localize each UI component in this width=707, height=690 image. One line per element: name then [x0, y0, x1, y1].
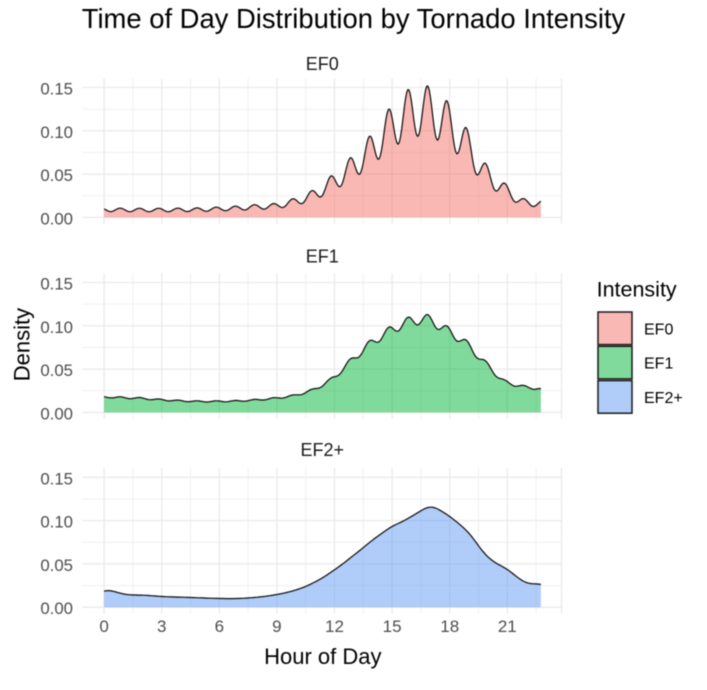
svg-text:Time of Day Distribution by To: Time of Day Distribution by Tornado Inte…	[82, 3, 626, 34]
svg-text:6: 6	[215, 617, 224, 636]
svg-text:0.00: 0.00	[40, 209, 73, 228]
svg-text:Intensity: Intensity	[597, 277, 677, 301]
svg-text:0.05: 0.05	[40, 166, 73, 185]
svg-text:EF0: EF0	[306, 54, 339, 74]
svg-text:EF2+: EF2+	[644, 390, 683, 407]
svg-text:3: 3	[157, 617, 166, 636]
svg-text:0.10: 0.10	[40, 123, 73, 142]
svg-text:0.10: 0.10	[40, 318, 73, 337]
svg-text:12: 12	[325, 617, 344, 636]
svg-text:9: 9	[272, 617, 281, 636]
svg-text:0.10: 0.10	[40, 513, 73, 532]
svg-text:0.00: 0.00	[40, 599, 73, 618]
svg-text:Hour of Day: Hour of Day	[264, 644, 381, 669]
svg-text:18: 18	[440, 617, 459, 636]
svg-text:0.05: 0.05	[40, 361, 73, 380]
svg-text:0.15: 0.15	[40, 469, 73, 488]
svg-text:0.05: 0.05	[40, 556, 73, 575]
svg-text:21: 21	[498, 617, 517, 636]
svg-text:0.15: 0.15	[40, 275, 73, 294]
svg-text:0.00: 0.00	[40, 404, 73, 423]
svg-text:EF0: EF0	[644, 321, 673, 338]
svg-text:0: 0	[99, 617, 108, 636]
svg-text:15: 15	[383, 617, 402, 636]
svg-text:EF1: EF1	[306, 246, 339, 266]
svg-text:EF2+: EF2+	[301, 440, 345, 460]
svg-text:Density: Density	[10, 308, 35, 381]
svg-text:0.15: 0.15	[40, 80, 73, 99]
svg-text:EF1: EF1	[644, 356, 673, 373]
